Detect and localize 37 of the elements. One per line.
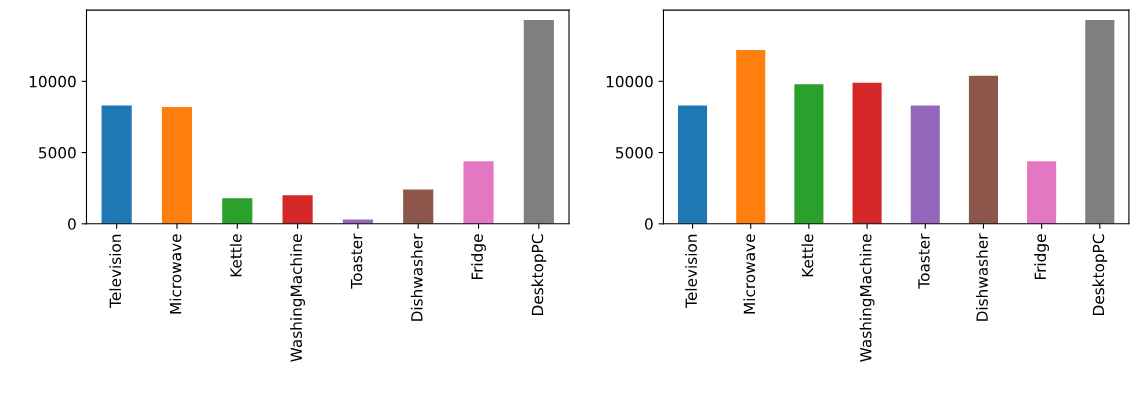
x-tick-label: Kettle xyxy=(229,234,242,277)
x-tick-label: Dishwasher xyxy=(410,233,423,321)
bar xyxy=(222,198,253,224)
x-tick-label: Toaster xyxy=(350,233,363,289)
bar xyxy=(161,106,193,224)
bar xyxy=(968,75,998,224)
bar xyxy=(523,20,554,224)
bar xyxy=(852,82,882,224)
bar xyxy=(678,105,708,224)
bar xyxy=(736,49,766,224)
y-tick-label: 10000 xyxy=(29,75,76,88)
x-tick-label: Television xyxy=(109,234,122,308)
y-tick-label: 5000 xyxy=(39,147,76,159)
x-tick-label: WashingMachine xyxy=(290,234,305,362)
bar xyxy=(463,161,494,224)
x-tick-label: Television xyxy=(685,234,697,308)
y-tick-label: 0 xyxy=(645,218,653,230)
bar xyxy=(910,105,940,224)
bar xyxy=(101,105,132,224)
bar xyxy=(1027,161,1057,224)
x-tick-label: Fridge xyxy=(1034,234,1050,280)
bar xyxy=(282,195,313,224)
x-tick-label: WashingMachine xyxy=(859,234,875,362)
x-tick-label: Toaster xyxy=(918,233,930,289)
bar xyxy=(794,84,824,224)
x-tick-label: Kettle xyxy=(801,234,814,277)
x-tick-label: DesktopPC xyxy=(1092,234,1108,315)
x-tick-label: DesktopPC xyxy=(531,234,547,315)
y-tick-label: 5000 xyxy=(616,147,653,159)
bar xyxy=(1085,20,1115,224)
x-tick-label: Fridge xyxy=(471,234,486,280)
y-tick-label: 0 xyxy=(68,218,76,230)
y-tick-label: 10000 xyxy=(606,75,653,88)
x-tick-label: Microwave xyxy=(743,234,756,314)
bar xyxy=(403,189,434,224)
x-tick-label: Dishwasher xyxy=(976,233,988,321)
x-tick-label: Microwave xyxy=(169,234,182,314)
